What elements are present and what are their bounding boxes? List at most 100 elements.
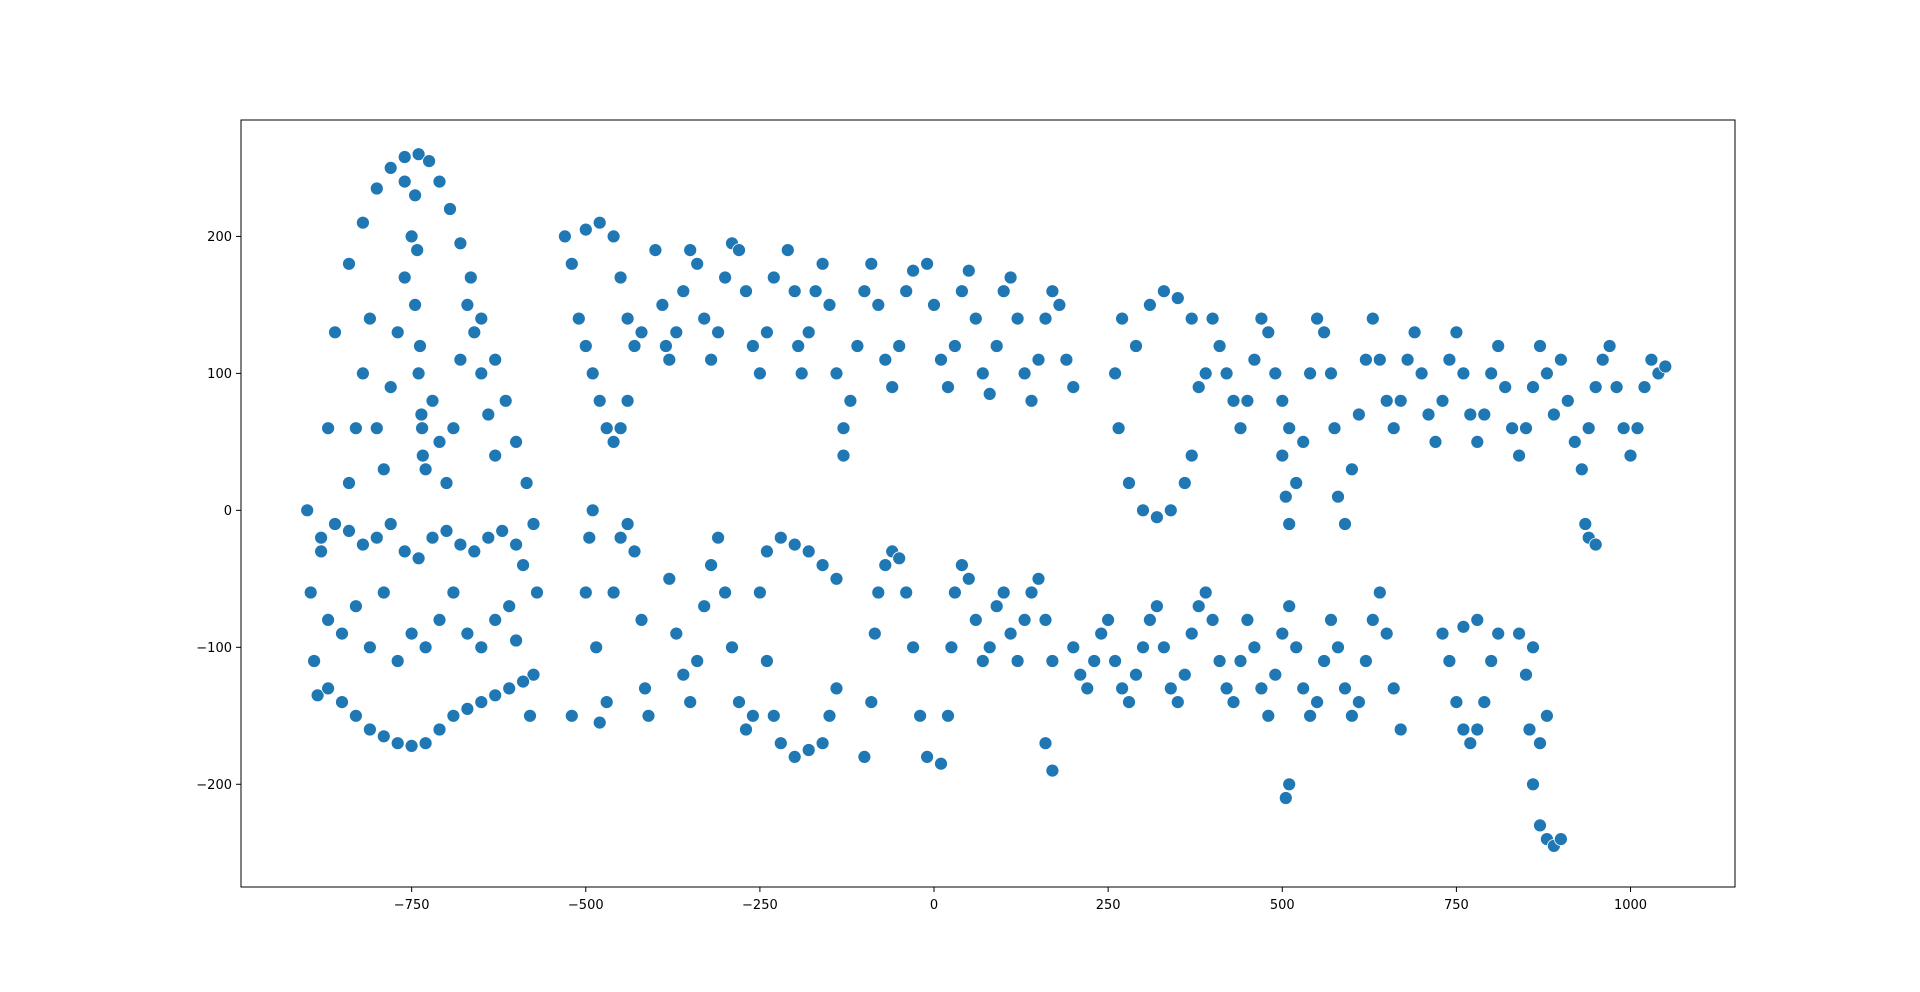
- data-point: [439, 524, 454, 538]
- data-point: [1421, 407, 1436, 422]
- data-point: [1066, 640, 1081, 655]
- data-point: [725, 640, 739, 655]
- data-point: [415, 421, 430, 436]
- data-point: [355, 537, 370, 552]
- data-point: [1157, 284, 1171, 299]
- x-tick-label: 250: [1096, 898, 1121, 913]
- data-point: [495, 524, 510, 538]
- data-point: [369, 421, 384, 436]
- data-point: [620, 393, 635, 408]
- data-point: [1470, 722, 1485, 737]
- data-point: [659, 339, 673, 353]
- data-point: [404, 739, 419, 753]
- data-point: [1578, 517, 1593, 531]
- data-point: [996, 585, 1011, 600]
- data-point: [526, 517, 541, 531]
- data-point: [414, 407, 429, 422]
- data-point: [1045, 654, 1060, 668]
- data-point: [418, 736, 433, 751]
- data-point: [474, 366, 489, 381]
- data-point: [474, 640, 489, 655]
- data-point: [321, 681, 336, 696]
- data-point: [1163, 503, 1178, 518]
- data-point: [1324, 613, 1338, 627]
- data-point: [453, 352, 468, 367]
- data-point: [578, 585, 593, 600]
- data-point: [1150, 510, 1164, 525]
- data-point: [571, 311, 586, 326]
- data-point: [815, 558, 830, 572]
- data-point: [390, 325, 405, 340]
- y-tick-label: −100: [196, 641, 232, 656]
- data-point: [376, 462, 391, 477]
- axes-frame: [240, 119, 1736, 888]
- data-point: [927, 297, 941, 312]
- data-point: [1136, 503, 1150, 518]
- data-point: [408, 188, 423, 203]
- data-point: [1003, 626, 1018, 641]
- data-point: [362, 311, 377, 326]
- data-point: [662, 571, 677, 586]
- x-tick-label: −750: [394, 898, 430, 913]
- data-point: [314, 544, 329, 559]
- data-point: [794, 366, 809, 381]
- data-point: [328, 325, 342, 340]
- data-point: [446, 585, 461, 600]
- data-point: [1031, 352, 1046, 367]
- data-point: [1205, 613, 1220, 627]
- data-point: [1560, 393, 1575, 408]
- data-point: [989, 599, 1004, 614]
- data-point: [397, 544, 412, 559]
- data-point: [390, 654, 405, 668]
- data-point: [1129, 667, 1143, 682]
- data-point: [857, 284, 872, 299]
- data-point: [432, 722, 447, 737]
- data-point: [1278, 791, 1293, 805]
- data-point: [690, 654, 705, 668]
- data-points: [300, 147, 1673, 853]
- data-point: [975, 366, 990, 381]
- data-point: [1456, 366, 1471, 381]
- data-point: [1442, 654, 1457, 668]
- data-point: [1122, 695, 1136, 709]
- data-point: [961, 263, 976, 278]
- data-point: [1254, 681, 1269, 696]
- data-point: [634, 325, 649, 340]
- data-point: [1177, 667, 1192, 682]
- data-point: [1533, 736, 1547, 751]
- x-tick-label: 0: [930, 898, 938, 913]
- data-point: [1359, 352, 1373, 367]
- data-point: [1247, 352, 1262, 367]
- data-point: [355, 366, 370, 381]
- data-point: [955, 558, 969, 572]
- data-point: [1296, 434, 1311, 449]
- data-point: [404, 626, 419, 641]
- data-point: [739, 284, 753, 299]
- data-point: [1282, 777, 1297, 792]
- data-point: [1038, 311, 1053, 326]
- data-point: [1045, 763, 1060, 778]
- data-point: [599, 695, 614, 709]
- data-point: [1045, 284, 1060, 299]
- data-point: [1498, 380, 1513, 395]
- data-point: [791, 339, 806, 353]
- data-point: [1303, 708, 1317, 723]
- data-point: [1449, 325, 1464, 340]
- data-point: [808, 284, 823, 299]
- data-point: [488, 352, 503, 367]
- data-point: [410, 243, 425, 258]
- data-point: [634, 613, 649, 627]
- data-point: [1491, 339, 1506, 353]
- data-point: [1191, 380, 1206, 395]
- data-point: [1379, 626, 1394, 641]
- data-point: [1644, 352, 1659, 367]
- data-point: [850, 339, 865, 353]
- data-point: [523, 708, 537, 723]
- data-point: [1393, 393, 1408, 408]
- data-point: [732, 243, 746, 258]
- x-tick-label: 1000: [1614, 898, 1647, 913]
- data-point: [697, 599, 712, 614]
- data-point: [1463, 736, 1478, 751]
- data-point: [1595, 352, 1610, 367]
